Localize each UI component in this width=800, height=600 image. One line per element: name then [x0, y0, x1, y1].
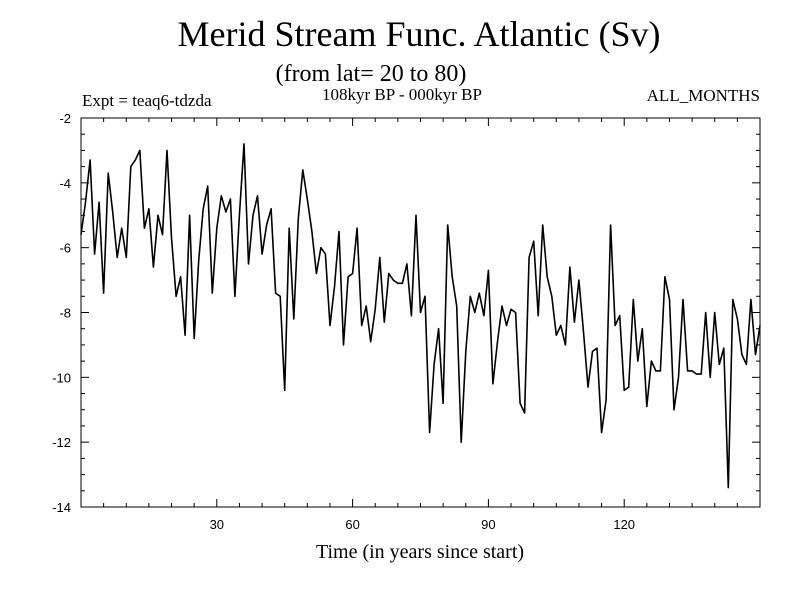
y-tick-label: -14	[52, 500, 71, 515]
series-line	[80, 143, 761, 489]
chart-title: Merid Stream Func. Atlantic (Sv)	[177, 14, 661, 54]
y-tick-label: -4	[59, 176, 71, 191]
y-axis: -14 -12 -10 -8 -6 -4 -2	[52, 111, 760, 515]
y-tick-label: -2	[59, 111, 71, 126]
x-tick-label: 120	[613, 517, 635, 532]
y-tick-label: -6	[59, 241, 71, 256]
x-tick-label: 30	[210, 517, 224, 532]
plot-frame	[80, 117, 761, 508]
months-label: ALL_MONTHS	[646, 86, 760, 105]
experiment-label: Expt = teaq6-tdzda	[82, 91, 212, 110]
x-tick-label: 60	[345, 517, 359, 532]
x-minor-ticks	[103, 118, 738, 507]
chart-subtitle: (from lat= 20 to 80)	[275, 61, 467, 87]
x-tick-label: 90	[481, 517, 495, 532]
y-tick-label: -8	[59, 306, 71, 321]
x-axis: 30 60 90 120	[210, 118, 635, 532]
period-label: 108kyr BP - 000kyr BP	[322, 85, 482, 104]
y-tick-label: -12	[52, 435, 71, 450]
x-axis-title: Time (in years since start)	[316, 541, 524, 563]
y-tick-label: -10	[52, 370, 71, 385]
